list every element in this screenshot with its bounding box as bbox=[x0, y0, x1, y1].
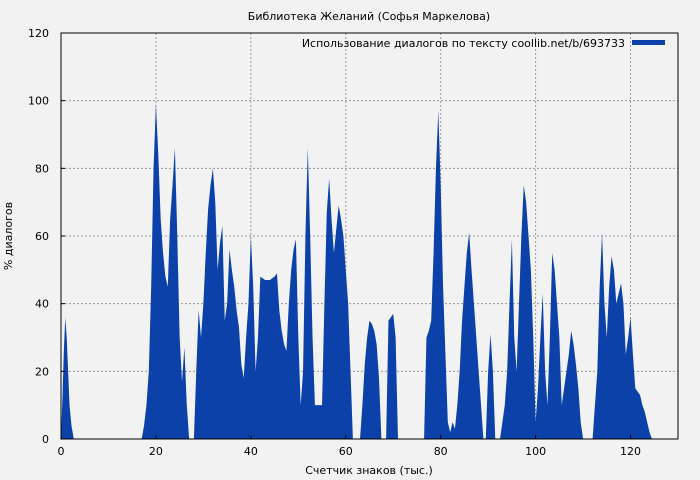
axis-ticks: 0 20 40 60 80 100 120 0 20 40 60 80 100 120 bbox=[28, 27, 641, 458]
x-tick-label: 80 bbox=[434, 445, 448, 458]
y-tick-label: 100 bbox=[28, 95, 49, 108]
x-tick-label: 60 bbox=[339, 445, 353, 458]
legend-label: Использование диалогов по тексту coollib… bbox=[302, 37, 625, 50]
y-tick-label: 120 bbox=[28, 27, 49, 40]
y-tick-label: 60 bbox=[35, 230, 49, 243]
series-area bbox=[61, 104, 652, 440]
x-tick-label: 40 bbox=[244, 445, 258, 458]
y-tick-label: 40 bbox=[35, 298, 49, 311]
legend: Использование диалогов по тексту coollib… bbox=[302, 37, 665, 50]
x-tick-label: 100 bbox=[525, 445, 546, 458]
y-tick-label: 20 bbox=[35, 365, 49, 378]
x-tick-label: 0 bbox=[58, 445, 65, 458]
y-axis-label: % диалогов bbox=[2, 202, 15, 270]
y-tick-label: 0 bbox=[42, 433, 49, 446]
y-tick-label: 80 bbox=[35, 162, 49, 175]
chart-title: Библиотека Желаний (Софья Маркелова) bbox=[248, 10, 490, 23]
legend-swatch bbox=[632, 40, 665, 45]
x-axis-label: Счетчик знаков (тыс.) bbox=[305, 464, 433, 477]
x-tick-label: 20 bbox=[149, 445, 163, 458]
x-tick-label: 120 bbox=[620, 445, 641, 458]
